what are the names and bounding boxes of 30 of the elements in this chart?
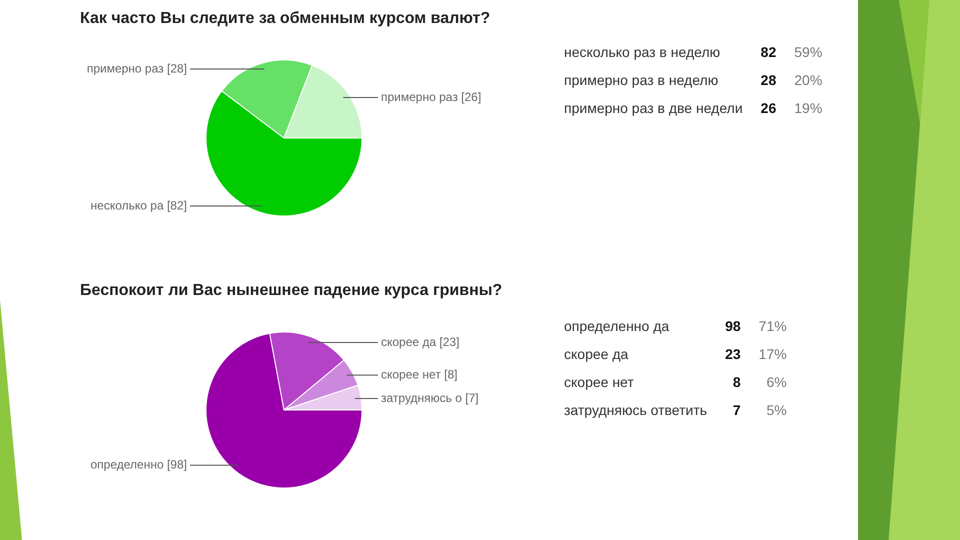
text: 59% (794, 44, 822, 60)
text: 20% (794, 72, 822, 88)
chart-title: Беспокоит ли Вас нынешнее падение курса гривны? (80, 282, 502, 300)
text: 23 (725, 346, 741, 362)
data-label: определенно [98] (90, 458, 187, 472)
data-label: скорее да [23] (381, 334, 460, 349)
text: 71% (758, 318, 787, 334)
category-label: примерно раз в неделю (563, 71, 720, 90)
text: 82 (760, 44, 776, 60)
chart-title: Как часто Вы следите за обменным курсом валют? (80, 10, 490, 28)
data-label: несколько ра [82] (90, 198, 187, 212)
data-label: примерно раз [28] (86, 61, 187, 76)
text: 26 (760, 100, 776, 116)
text: 17% (758, 346, 787, 362)
text: 28 (760, 72, 776, 88)
data-label: скорее нет [8] (381, 367, 458, 382)
category-label: примерно раз в две недели (563, 99, 744, 118)
category-label: скорее да (563, 345, 630, 364)
category-label: определенно да (563, 317, 670, 336)
text: 7 (732, 402, 741, 418)
text: 8 (732, 374, 741, 390)
text: 6% (766, 374, 787, 390)
data-label: примерно раз [26] (381, 90, 482, 104)
text: 98 (725, 318, 741, 334)
category-label: несколько раз в неделю (563, 43, 722, 62)
category-label: скорее нет (563, 373, 635, 392)
text: 19% (794, 100, 822, 116)
text: 5% (766, 402, 787, 418)
data-label: затрудняюсь о [7] (381, 390, 479, 405)
category-label: затрудняюсь ответить (563, 401, 708, 420)
